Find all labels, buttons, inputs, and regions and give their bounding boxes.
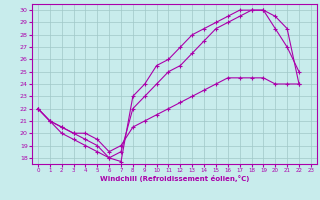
X-axis label: Windchill (Refroidissement éolien,°C): Windchill (Refroidissement éolien,°C) [100, 175, 249, 182]
